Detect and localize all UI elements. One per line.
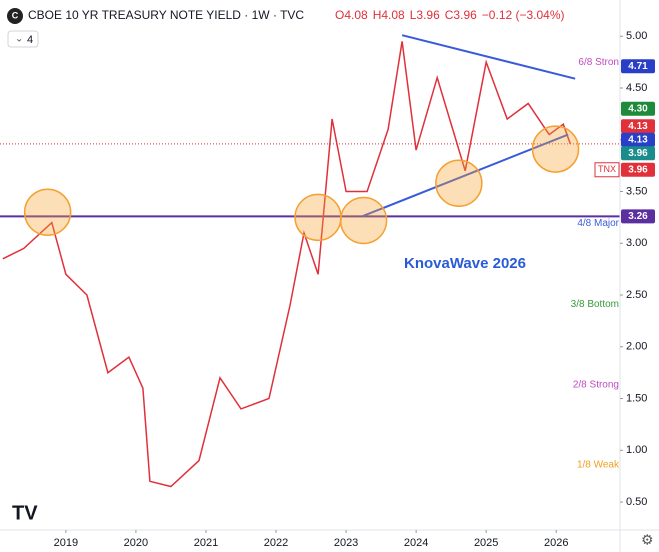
x-tick-label: 2023 xyxy=(334,537,358,549)
fib-label: 2/8 Strong xyxy=(573,380,619,391)
fib-label: 3/8 Bottom xyxy=(571,299,619,310)
ohlc-value: L3.96 xyxy=(410,8,440,22)
x-tick-label: 2022 xyxy=(264,537,288,549)
highlight-circle xyxy=(294,193,342,242)
price-tag xyxy=(621,162,655,177)
price-tag xyxy=(621,132,655,147)
price-tag-label: 4.13 xyxy=(628,134,648,145)
y-tick-label: 5.00 xyxy=(626,30,647,42)
ohlc-value: −0.12 (−3.04%) xyxy=(482,8,565,22)
symbol-tag-label: TNX xyxy=(598,164,616,174)
ohlc-value: O4.08 xyxy=(335,8,368,22)
price-tag-label: 4.30 xyxy=(628,103,648,114)
y-tick-label: 2.50 xyxy=(626,289,647,301)
y-tick-label: 3.00 xyxy=(626,237,647,249)
annotation: KnovaWave 2026 xyxy=(404,255,526,272)
highlight-circle xyxy=(23,188,72,236)
price-tag xyxy=(621,59,655,74)
indicator-toggle[interactable] xyxy=(7,30,39,48)
y-tick-label: 0.50 xyxy=(626,496,647,508)
trendline xyxy=(361,133,569,218)
y-tick-label: 1.00 xyxy=(626,444,647,456)
logo-letter: C xyxy=(12,10,19,20)
x-tick-label: 2020 xyxy=(124,537,148,549)
price-tag xyxy=(621,119,655,134)
price-tag-label: 4.71 xyxy=(628,61,648,72)
plot xyxy=(0,34,620,488)
fib-label: 6/8 Stron xyxy=(578,57,619,68)
x-tick-label: 2019 xyxy=(54,537,78,549)
price-tag-label: 3.26 xyxy=(628,211,648,222)
chevron: ⌄ xyxy=(15,34,23,45)
x-tick-label: 2026 xyxy=(544,537,568,549)
price-tag-label: 3.96 xyxy=(628,148,648,159)
tv-logo: TV xyxy=(12,502,38,524)
trendline xyxy=(401,34,576,80)
symbol-logo xyxy=(7,8,23,24)
indicator-count: 4 xyxy=(27,34,33,46)
price-tag xyxy=(621,209,655,224)
price-tag xyxy=(621,146,655,161)
y-tick-label: 2.00 xyxy=(626,341,647,353)
ohlc-value: H4.08 xyxy=(373,8,405,22)
chart-title: CBOE 10 YR TREASURY NOTE YIELD · 1W · TV… xyxy=(28,8,304,22)
fib-label: 1/8 Weak xyxy=(577,459,620,470)
price-tag-label: 3.96 xyxy=(628,164,648,175)
x-tick-label: 2025 xyxy=(474,537,498,549)
highlight-circle xyxy=(339,196,388,245)
highlight-circle xyxy=(435,159,483,207)
ohlc-value: C3.96 xyxy=(445,8,477,22)
x-tick-label: 2024 xyxy=(404,537,428,549)
y-tick-label: 4.50 xyxy=(626,82,647,94)
price-tag-label: 4.13 xyxy=(628,121,648,132)
price-line xyxy=(2,41,572,488)
price-tag xyxy=(621,101,655,116)
highlight-circle xyxy=(531,125,580,173)
fib-label: 4/8 Major xyxy=(577,218,619,229)
y-tick-label: 1.50 xyxy=(626,392,647,404)
symbol-tag xyxy=(594,162,620,178)
settings-icon[interactable]: ⚙ xyxy=(641,532,654,548)
y-tick-label: 3.50 xyxy=(626,185,647,197)
x-tick-label: 2021 xyxy=(194,537,218,549)
